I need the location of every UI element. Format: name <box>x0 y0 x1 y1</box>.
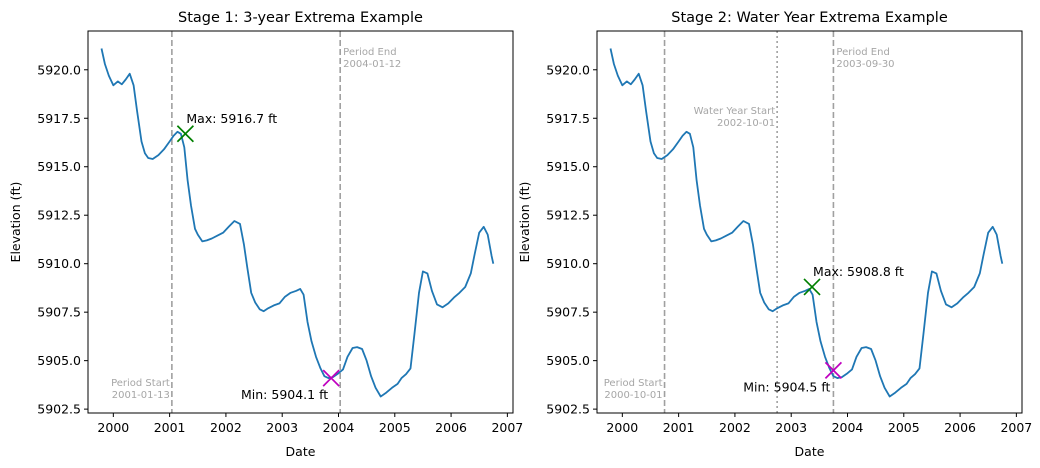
y-tick-label: 5917.5 <box>546 111 590 126</box>
x-tick-label: 2004 <box>323 420 355 435</box>
marker-label: Max: 5908.8 ft <box>813 264 904 279</box>
y-tick-label: 5912.5 <box>37 208 81 223</box>
x-tick-label: 2005 <box>888 420 920 435</box>
y-axis-label: Elevation (ft) <box>8 182 23 263</box>
marker-label: Max: 5916.7 ft <box>186 111 277 126</box>
series-line-0 <box>609 48 1004 398</box>
vline-label: 2000-10-01 <box>604 390 662 401</box>
vline-label: 2002-10-01 <box>717 118 775 129</box>
y-tick-label: 5915.0 <box>546 159 590 174</box>
plot-frame <box>87 30 514 414</box>
y-tick-label: 5917.5 <box>37 111 81 126</box>
x-tick-label: 2000 <box>97 420 129 435</box>
vline-label: Period Start <box>604 378 663 389</box>
marker-label: Min: 5904.1 ft <box>241 387 328 402</box>
chart-stage1: Stage 1: 3-year Extrema Example Period St… <box>8 10 523 459</box>
y-tick-label: 5902.5 <box>546 402 590 417</box>
y-tick-label: 5920.0 <box>37 62 81 77</box>
y-axis-label: Elevation (ft) <box>517 182 532 263</box>
y-tick-label: 5902.5 <box>37 402 81 417</box>
x-tick-label: 2007 <box>1000 420 1032 435</box>
marker-label: Min: 5904.5 ft <box>743 379 830 394</box>
x-tick-label: 2006 <box>435 420 467 435</box>
vline-label: 2004-01-12 <box>343 59 401 70</box>
x-tick-label: 2001 <box>663 420 695 435</box>
x-tick-label: 2001 <box>154 420 186 435</box>
y-tick-label: 5907.5 <box>37 305 81 320</box>
vline-label: Period End <box>836 47 889 58</box>
y-tick-label: 5907.5 <box>546 305 590 320</box>
x-tick-label: 2005 <box>379 420 411 435</box>
marker-stroke <box>322 369 340 387</box>
vline-label: Period Start <box>111 378 170 389</box>
x-axis-label: Date <box>795 444 825 459</box>
x-tick-label: 2006 <box>944 420 976 435</box>
vline-label: Water Year Start <box>694 106 776 117</box>
chart-title: Stage 1: 3-year Extrema Example <box>178 10 423 26</box>
x-tick-label: 2002 <box>719 420 751 435</box>
vline-label: 2001-01-13 <box>112 390 170 401</box>
chart-stage2: Stage 2: Water Year Extrema Example Perio… <box>517 10 1032 459</box>
marker-stroke <box>824 361 843 379</box>
marker-1 <box>824 361 843 379</box>
series-line-0 <box>100 48 495 398</box>
y-tick-label: 5910.0 <box>37 256 81 271</box>
x-tick-label: 2007 <box>491 420 523 435</box>
marker-stroke <box>176 125 194 143</box>
x-axis-label: Date <box>286 444 316 459</box>
x-tick-label: 2003 <box>266 420 298 435</box>
x-tick-label: 2002 <box>210 420 242 435</box>
y-tick-label: 5912.5 <box>546 208 590 223</box>
marker-0 <box>803 278 821 296</box>
x-tick-label: 2000 <box>606 420 638 435</box>
y-tick-label: 5910.0 <box>546 256 590 271</box>
y-tick-label: 5905.0 <box>37 353 81 368</box>
vline-label: 2003-09-30 <box>836 59 894 70</box>
x-tick-label: 2003 <box>775 420 807 435</box>
marker-0 <box>176 125 194 143</box>
marker-stroke <box>803 278 821 296</box>
y-tick-label: 5905.0 <box>546 353 590 368</box>
vline-label: Period End <box>343 47 396 58</box>
y-tick-label: 5915.0 <box>37 159 81 174</box>
marker-1 <box>322 369 340 387</box>
x-tick-label: 2004 <box>832 420 864 435</box>
chart-title: Stage 2: Water Year Extrema Example <box>671 10 948 26</box>
y-tick-label: 5920.0 <box>546 62 590 77</box>
plot-frame <box>596 30 1023 414</box>
